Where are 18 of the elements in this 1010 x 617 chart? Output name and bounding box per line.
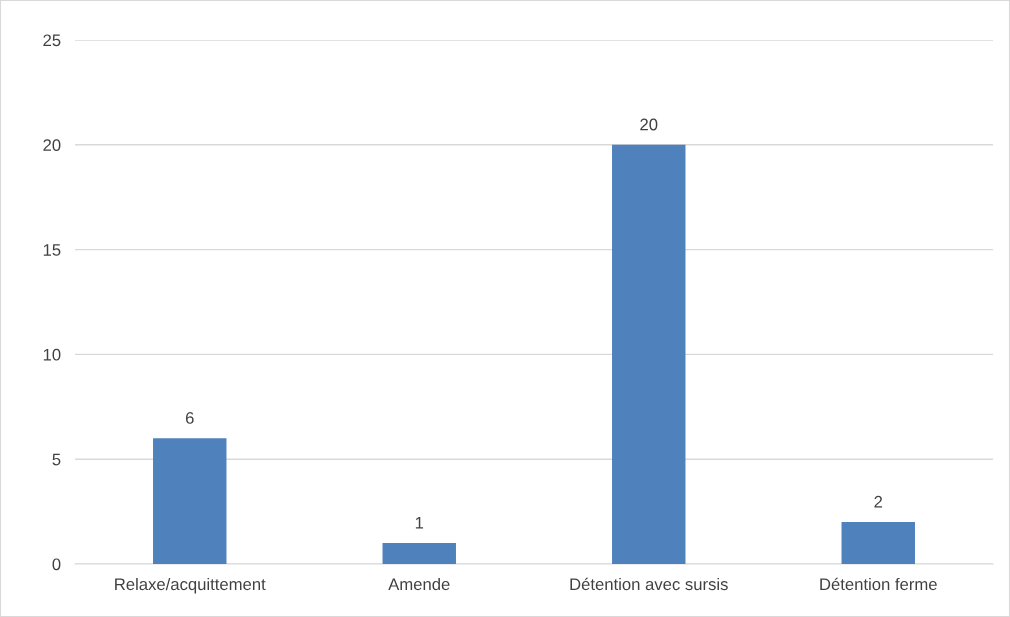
x-tick-label: Détention avec sursis bbox=[570, 577, 728, 591]
y-tick-label: 5 bbox=[52, 453, 61, 466]
y-tick-label: 0 bbox=[52, 558, 61, 571]
data-label: 6 bbox=[185, 412, 194, 424]
bar bbox=[612, 144, 686, 564]
y-tick-label: 25 bbox=[43, 34, 61, 47]
y-tick-label: 20 bbox=[43, 139, 61, 151]
bar bbox=[153, 438, 227, 564]
x-tick-label: Relaxe/acquittement bbox=[115, 577, 266, 594]
data-label: 20 bbox=[640, 118, 658, 131]
x-tick-label: Amende bbox=[388, 577, 450, 591]
data-label: 2 bbox=[874, 495, 883, 508]
data-label: 1 bbox=[415, 517, 424, 529]
bar bbox=[382, 543, 456, 564]
bar bbox=[841, 522, 915, 564]
x-tick-label: Détention ferme bbox=[820, 577, 937, 591]
y-tick-label: 15 bbox=[43, 244, 61, 256]
y-tick-label: 10 bbox=[43, 348, 61, 361]
